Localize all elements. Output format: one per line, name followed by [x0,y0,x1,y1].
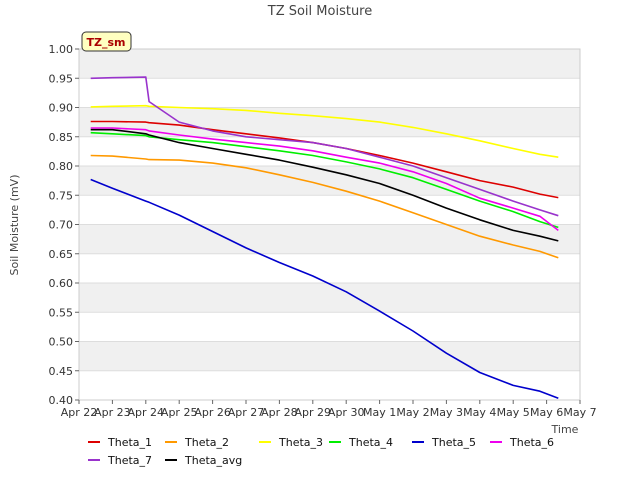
legend-label: Theta_7 [107,454,152,467]
x-tick-label: May 7 [563,406,596,419]
chart-title: TZ Soil Moisture [267,4,373,19]
band [79,341,580,371]
legend-label: Theta_4 [348,436,393,449]
x-tick-label: May 3 [430,406,463,419]
tz-sm-badge: TZ_sm [81,31,132,52]
x-tick-label: Apr 28 [261,406,298,419]
series-line-theta-7 [90,76,559,217]
x-tick-label: May 5 [497,406,530,419]
series-line-theta-6 [90,127,559,232]
series-line-theta-4 [90,131,559,229]
legend-item-theta-avg: Theta_avg [165,454,242,467]
y-tick-label: 0.90 [49,102,74,115]
series-line-theta-3 [90,104,559,158]
series-lines [90,76,559,399]
legend-item-theta-2: Theta_2 [165,436,229,449]
legend-label: Theta_2 [184,436,229,449]
legend-item-theta-7: Theta_7 [88,454,152,467]
x-tick-label: May 4 [463,406,496,419]
y-axis-ticks: 0.40 0.45 0.50 0.55 0.60 0.65 0.70 0.75 0.80 0.85… [49,43,79,407]
x-axis-label: Time [551,423,579,436]
legend-label: Theta_3 [278,436,323,449]
legend-label: Theta_avg [184,454,242,467]
badge-label: TZ_sm [87,36,126,49]
legend-item-theta-5: Theta_5 [412,436,476,449]
y-tick-label: 0.65 [49,248,74,261]
x-tick-label: May 2 [396,406,429,419]
legend-label: Theta_6 [509,436,554,449]
y-tick-label: 0.40 [49,394,74,407]
y-tick-label: 0.95 [49,72,74,85]
legend-item-theta-4: Theta_4 [329,436,393,449]
y-axis-label: Soil Moisture (mV) [8,175,21,276]
band [79,283,580,313]
x-tick-label: Apr 24 [128,406,165,419]
y-tick-label: 0.50 [49,336,74,349]
x-tick-label: Apr 27 [228,406,265,419]
y-tick-label: 0.70 [49,219,74,232]
legend-item-theta-6: Theta_6 [490,436,554,449]
y-tick-label: 0.55 [49,306,74,319]
series-line-theta-5 [90,178,559,399]
legend-item-theta-3: Theta_3 [259,436,323,449]
y-tick-label: 0.80 [49,160,74,173]
x-tick-label: May 1 [363,406,396,419]
x-tick-label: Apr 29 [295,406,332,419]
y-tick-label: 0.85 [49,131,74,144]
x-tick-label: Apr 30 [328,406,365,419]
band [79,107,580,137]
legend-label: Theta_5 [431,436,476,449]
x-tick-label: Apr 26 [194,406,231,419]
plot-background-bands [79,49,580,371]
series-line-theta-2 [90,154,559,259]
series-line-theta-avg [90,128,559,242]
legend-item-theta-1: Theta_1 [88,436,152,449]
x-tick-label: May 6 [530,406,563,419]
x-tick-label: Apr 25 [161,406,198,419]
y-tick-label: 1.00 [49,43,74,56]
x-tick-label: Apr 23 [94,406,131,419]
band [79,224,580,254]
band [79,49,580,79]
legend-label: Theta_1 [107,436,152,449]
y-tick-label: 0.45 [49,365,74,378]
y-tick-label: 0.60 [49,277,74,290]
x-tick-label: Apr 22 [61,406,98,419]
legend: Theta_1 Theta_2 Theta_3 Theta_4 Theta_5 Theta… [88,436,554,467]
y-tick-label: 0.75 [49,189,74,202]
